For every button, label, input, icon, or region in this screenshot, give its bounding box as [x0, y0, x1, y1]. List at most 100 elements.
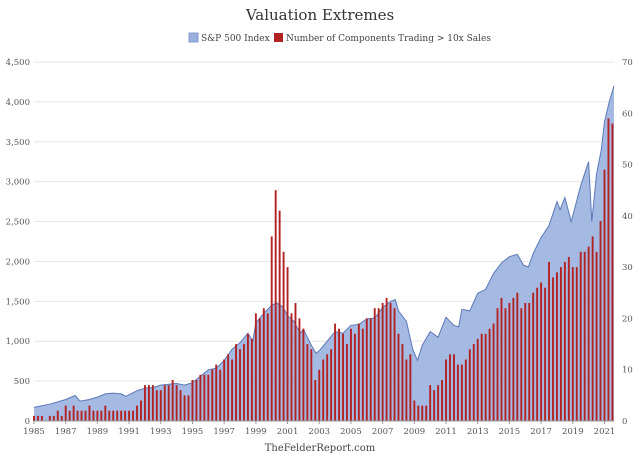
bar-68 [302, 328, 305, 421]
bar-13 [84, 410, 87, 421]
bar-116 [492, 323, 495, 421]
bar-115 [488, 328, 491, 421]
bar-54 [246, 333, 249, 421]
bar-49 [227, 354, 230, 421]
bar-96 [413, 400, 416, 421]
y-left-tick-label-1: 500 [14, 377, 30, 387]
bar-124 [524, 303, 527, 421]
bar-52 [239, 349, 241, 421]
y-right-tick-label-7: 70 [622, 58, 633, 68]
bar-26 [136, 405, 138, 421]
bar-109 [464, 359, 467, 421]
legend-swatch-sp500 [188, 32, 199, 43]
bar-104 [445, 359, 447, 421]
bar-35 [171, 380, 174, 421]
bar-23 [124, 410, 127, 421]
bar-42 [199, 374, 202, 421]
y-left-axis: 0 500 1,000 1,500 2,000 2,500 3,000 3,500 4,000 4… [6, 58, 30, 427]
bar-50 [231, 359, 234, 421]
bar-64 [286, 267, 289, 421]
bar-29 [147, 385, 150, 421]
y-right-tick-label-0: 0 [622, 417, 627, 427]
bar-101 [433, 390, 436, 421]
x-tick-label-4: 1993 [150, 427, 172, 437]
bar-5 [52, 415, 55, 421]
x-tick-label-9: 2003 [308, 427, 330, 437]
bar-121 [512, 297, 515, 421]
bar-113 [480, 333, 483, 421]
bar-59 [266, 313, 269, 421]
bar-135 [567, 256, 570, 421]
bar-40 [191, 380, 194, 421]
bar-98 [421, 405, 424, 421]
x-tick-label-5: 1995 [182, 427, 204, 437]
bar-91 [393, 308, 396, 421]
bar-31 [155, 390, 158, 421]
y-left-tick-label-7: 3,500 [6, 138, 30, 148]
bar-39 [187, 395, 190, 421]
bar-21 [116, 410, 119, 421]
bar-85 [369, 318, 372, 421]
bar-48 [223, 359, 226, 421]
bar-46 [215, 364, 218, 421]
bar-10 [72, 405, 75, 421]
bar-106 [453, 354, 455, 421]
bar-0 [33, 415, 35, 421]
bar-65 [290, 313, 293, 421]
bar-111 [472, 344, 475, 421]
bar-133 [559, 267, 562, 421]
x-tick-label-17: 2019 [562, 427, 584, 437]
x-tick-label-8: 2001 [277, 427, 299, 437]
bar-60 [270, 236, 273, 421]
bar-105 [449, 354, 451, 421]
bar-145 [607, 118, 610, 422]
x-tick-label-11: 2007 [372, 427, 394, 437]
bar-24 [128, 410, 131, 421]
bar-95 [409, 354, 412, 421]
bar-66 [294, 303, 297, 421]
bar-134 [563, 262, 566, 421]
x-tick-label-13: 2011 [435, 427, 457, 437]
bar-6 [56, 410, 59, 421]
bar-144 [603, 169, 606, 421]
bar-78 [342, 333, 344, 421]
legend-swatch-components [274, 33, 283, 42]
gridlines [34, 61, 614, 422]
bar-22 [120, 410, 123, 421]
bar-140 [587, 246, 590, 421]
bar-97 [417, 405, 420, 421]
bar-19 [108, 410, 111, 421]
bar-9 [68, 410, 71, 421]
x-axis: 1985 1987 1989 1991 1993 1995 1997 1999 2001 2003… [23, 420, 615, 437]
bar-2 [40, 415, 43, 421]
bar-119 [504, 308, 507, 421]
bar-126 [532, 292, 535, 421]
legend: S&P 500 Index Number of Components Tradi… [188, 32, 491, 44]
bar-16 [96, 410, 99, 421]
bar-20 [112, 410, 115, 421]
sp500-area [34, 85, 614, 422]
bar-72 [318, 369, 321, 421]
bar-142 [595, 251, 598, 421]
bar-143 [599, 221, 602, 421]
y-left-tick-label-4: 2,000 [6, 257, 30, 267]
bar-34 [167, 385, 170, 421]
bar-47 [219, 369, 222, 421]
bar-80 [349, 328, 352, 421]
y-right-tick-label-5: 50 [622, 161, 633, 171]
bar-18 [104, 405, 107, 421]
bar-99 [425, 405, 428, 421]
x-tick-label-1: 1987 [55, 427, 77, 437]
bar-108 [460, 364, 463, 421]
bar-14 [88, 405, 91, 421]
bar-114 [484, 333, 487, 421]
y-left-tick-label-0: 0 [25, 417, 30, 427]
bar-62 [278, 210, 281, 421]
bar-103 [441, 380, 444, 421]
components-bar-layer [33, 118, 614, 422]
x-tick-label-0: 1985 [23, 427, 45, 437]
bar-1 [37, 415, 39, 421]
bar-33 [163, 385, 166, 421]
bar-75 [330, 349, 333, 421]
bar-12 [80, 410, 83, 421]
